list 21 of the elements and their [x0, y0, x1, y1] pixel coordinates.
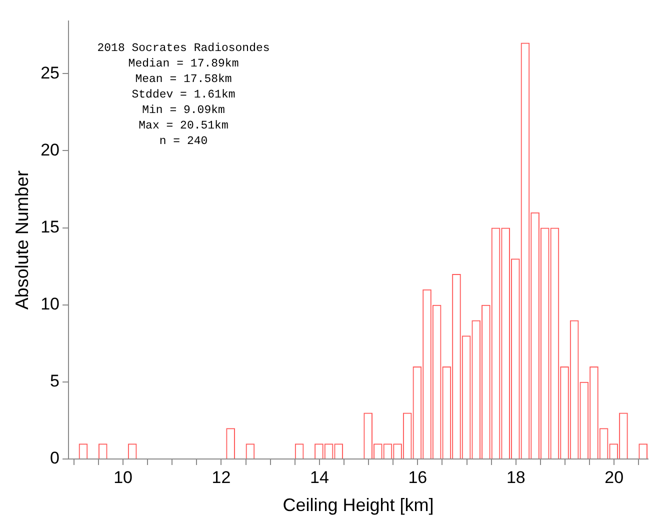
- x-axis-title: Ceiling Height [km]: [282, 495, 434, 516]
- x-tick-label: 14: [310, 468, 329, 487]
- x-tick-label: 12: [212, 468, 231, 487]
- y-axis-title: Absolute Number: [12, 170, 32, 310]
- annotation: Stddev = 1.61km: [132, 88, 236, 102]
- annotation: Min = 9.09km: [142, 104, 226, 118]
- y-tick-label: 15: [40, 217, 60, 236]
- y-tick-label: 20: [40, 140, 60, 160]
- y-tick-label: 10: [40, 294, 60, 314]
- annotation: 2018 Socrates Radiosondes: [97, 42, 270, 56]
- x-tick-label: 10: [114, 468, 132, 487]
- y-tick-label: 5: [50, 372, 60, 391]
- y-tick-label: 0: [50, 448, 60, 468]
- x-tick-label: 16: [408, 468, 428, 487]
- annotation: Median = 17.89km: [128, 58, 239, 71]
- annotation: Max = 20.51km: [138, 120, 228, 133]
- x-tick-label: 20: [604, 468, 624, 487]
- annotation: Mean = 17.58km: [135, 73, 232, 86]
- x-tick-label: 18: [506, 468, 526, 487]
- annotation: n = 240: [159, 135, 208, 148]
- y-tick-label: 25: [40, 63, 60, 82]
